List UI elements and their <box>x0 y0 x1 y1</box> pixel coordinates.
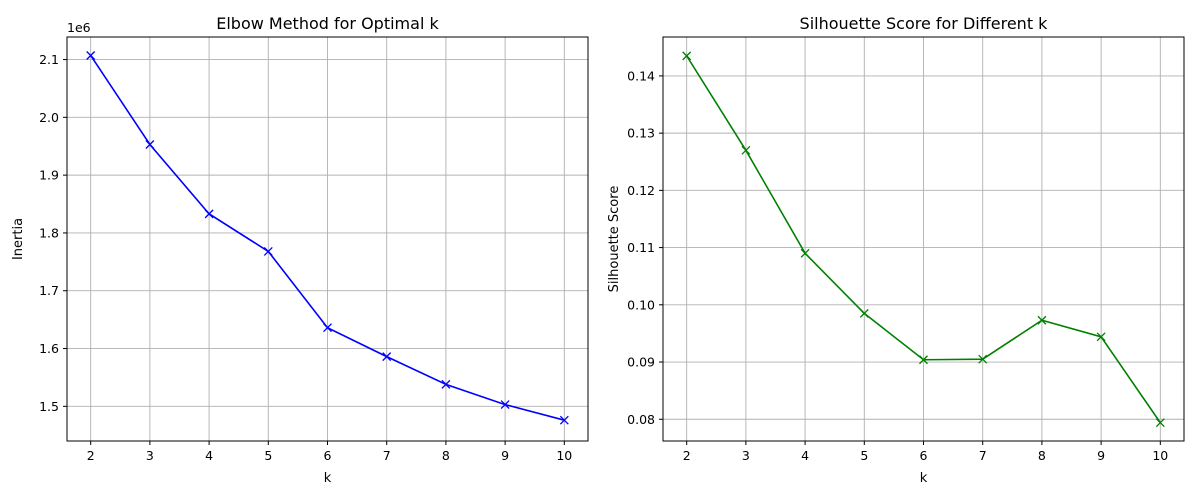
silhouette-chart-data-point <box>919 355 928 365</box>
elbow-chart-data-point <box>382 352 392 362</box>
elbow-chart-x-tick-label: 5 <box>264 448 272 463</box>
silhouette-chart-title: Silhouette Score for Different k <box>800 14 1049 33</box>
elbow-chart-y-tick-label: 1.7 <box>39 283 59 298</box>
silhouette-chart-x-tick-label: 9 <box>1097 448 1105 463</box>
elbow-chart: Elbow Method for Optimal k k Inertia 1e6… <box>11 14 589 486</box>
elbow-chart-y-tick-label: 1.9 <box>39 168 59 183</box>
elbow-chart-x-tick-label: 10 <box>556 448 572 463</box>
elbow-chart-y-tick-label: 1.8 <box>39 225 59 240</box>
silhouette-chart-y-tick-label: 0.10 <box>627 297 655 312</box>
elbow-chart-y-tick-label: 2.0 <box>39 110 59 125</box>
silhouette-chart-y-tick-label: 0.13 <box>627 126 655 141</box>
elbow-chart-data-point <box>86 51 96 60</box>
silhouette-chart-x-tick-label: 7 <box>979 448 987 463</box>
silhouette-chart-data-point <box>978 354 988 364</box>
silhouette-chart-x-tick-label: 10 <box>1152 448 1168 463</box>
elbow-chart-x-tick-label: 4 <box>205 448 213 463</box>
silhouette-chart-x-axis-label: k <box>920 471 928 486</box>
silhouette-chart-y-tick-label: 0.08 <box>627 412 655 427</box>
silhouette-chart-data-point <box>682 51 692 61</box>
silhouette-chart-x-tick-label: 5 <box>860 448 868 463</box>
elbow-chart-title: Elbow Method for Optimal k <box>216 14 439 33</box>
elbow-chart-x-tick-label: 8 <box>442 448 450 463</box>
elbow-chart-data-point <box>145 140 155 149</box>
elbow-chart-data-point <box>559 415 569 425</box>
elbow-chart-x-tick-label: 3 <box>146 448 154 463</box>
silhouette-chart-x-tick-label: 2 <box>683 448 691 463</box>
elbow-chart-data-point <box>323 323 332 333</box>
silhouette-chart-y-tick-label: 0.12 <box>627 183 655 198</box>
elbow-chart-x-tick-label: 7 <box>383 448 391 463</box>
elbow-chart-data-point <box>441 379 451 389</box>
elbow-chart-x-tick-label: 9 <box>501 448 509 463</box>
elbow-chart-y-tick-label: 2.1 <box>39 52 59 67</box>
silhouette-chart-y-axis-label: Silhouette Score <box>607 186 622 293</box>
silhouette-chart-y-tick-label: 0.11 <box>627 240 655 255</box>
silhouette-chart-data-point <box>741 145 751 155</box>
silhouette-chart-data-point <box>800 248 810 258</box>
silhouette-chart-y-tick-label: 0.14 <box>627 68 655 83</box>
elbow-chart-data-point <box>263 246 273 256</box>
elbow-chart-x-tick-label: 6 <box>324 448 332 463</box>
elbow-chart-y-tick-label: 1.5 <box>39 399 59 414</box>
elbow-chart-x-tick-label: 2 <box>87 448 95 463</box>
silhouette-chart-x-tick-label: 6 <box>920 448 928 463</box>
elbow-chart-y-offset-label: 1e6 <box>67 20 91 35</box>
silhouette-chart-data-point <box>1037 315 1047 325</box>
elbow-chart-y-tick-label: 1.6 <box>39 341 59 356</box>
silhouette-chart-x-tick-label: 8 <box>1038 448 1046 463</box>
elbow-chart-data-point <box>500 400 510 410</box>
elbow-chart-data-point <box>204 209 214 219</box>
elbow-chart-y-axis-label: Inertia <box>11 218 26 260</box>
silhouette-chart-data-point <box>1096 332 1106 342</box>
silhouette-chart-y-tick-label: 0.09 <box>627 355 655 370</box>
silhouette-chart-x-tick-label: 4 <box>801 448 809 463</box>
silhouette-chart-x-tick-label: 3 <box>742 448 750 463</box>
silhouette-chart-data-point <box>1155 418 1165 428</box>
silhouette-chart: Silhouette Score for Different k k Silho… <box>607 14 1185 486</box>
silhouette-chart-data-point <box>859 308 869 318</box>
elbow-chart-x-axis-label: k <box>324 471 332 486</box>
